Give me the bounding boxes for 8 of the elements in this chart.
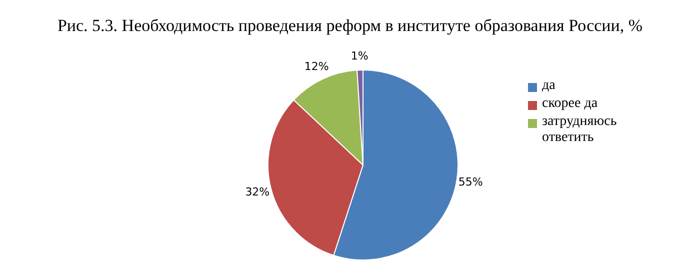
legend-label: да bbox=[542, 78, 556, 94]
data-label: 12% bbox=[304, 60, 329, 73]
data-label: 32% bbox=[245, 186, 270, 199]
chart-title: Рис. 5.3. Необходимость проведения реформ в институте образования России, % bbox=[56, 15, 644, 36]
legend-label: скорее да bbox=[542, 96, 599, 112]
legend-label: затрудняюсь ответить bbox=[542, 114, 618, 146]
data-label: 1% bbox=[350, 50, 368, 63]
data-label: 55% bbox=[458, 176, 483, 189]
